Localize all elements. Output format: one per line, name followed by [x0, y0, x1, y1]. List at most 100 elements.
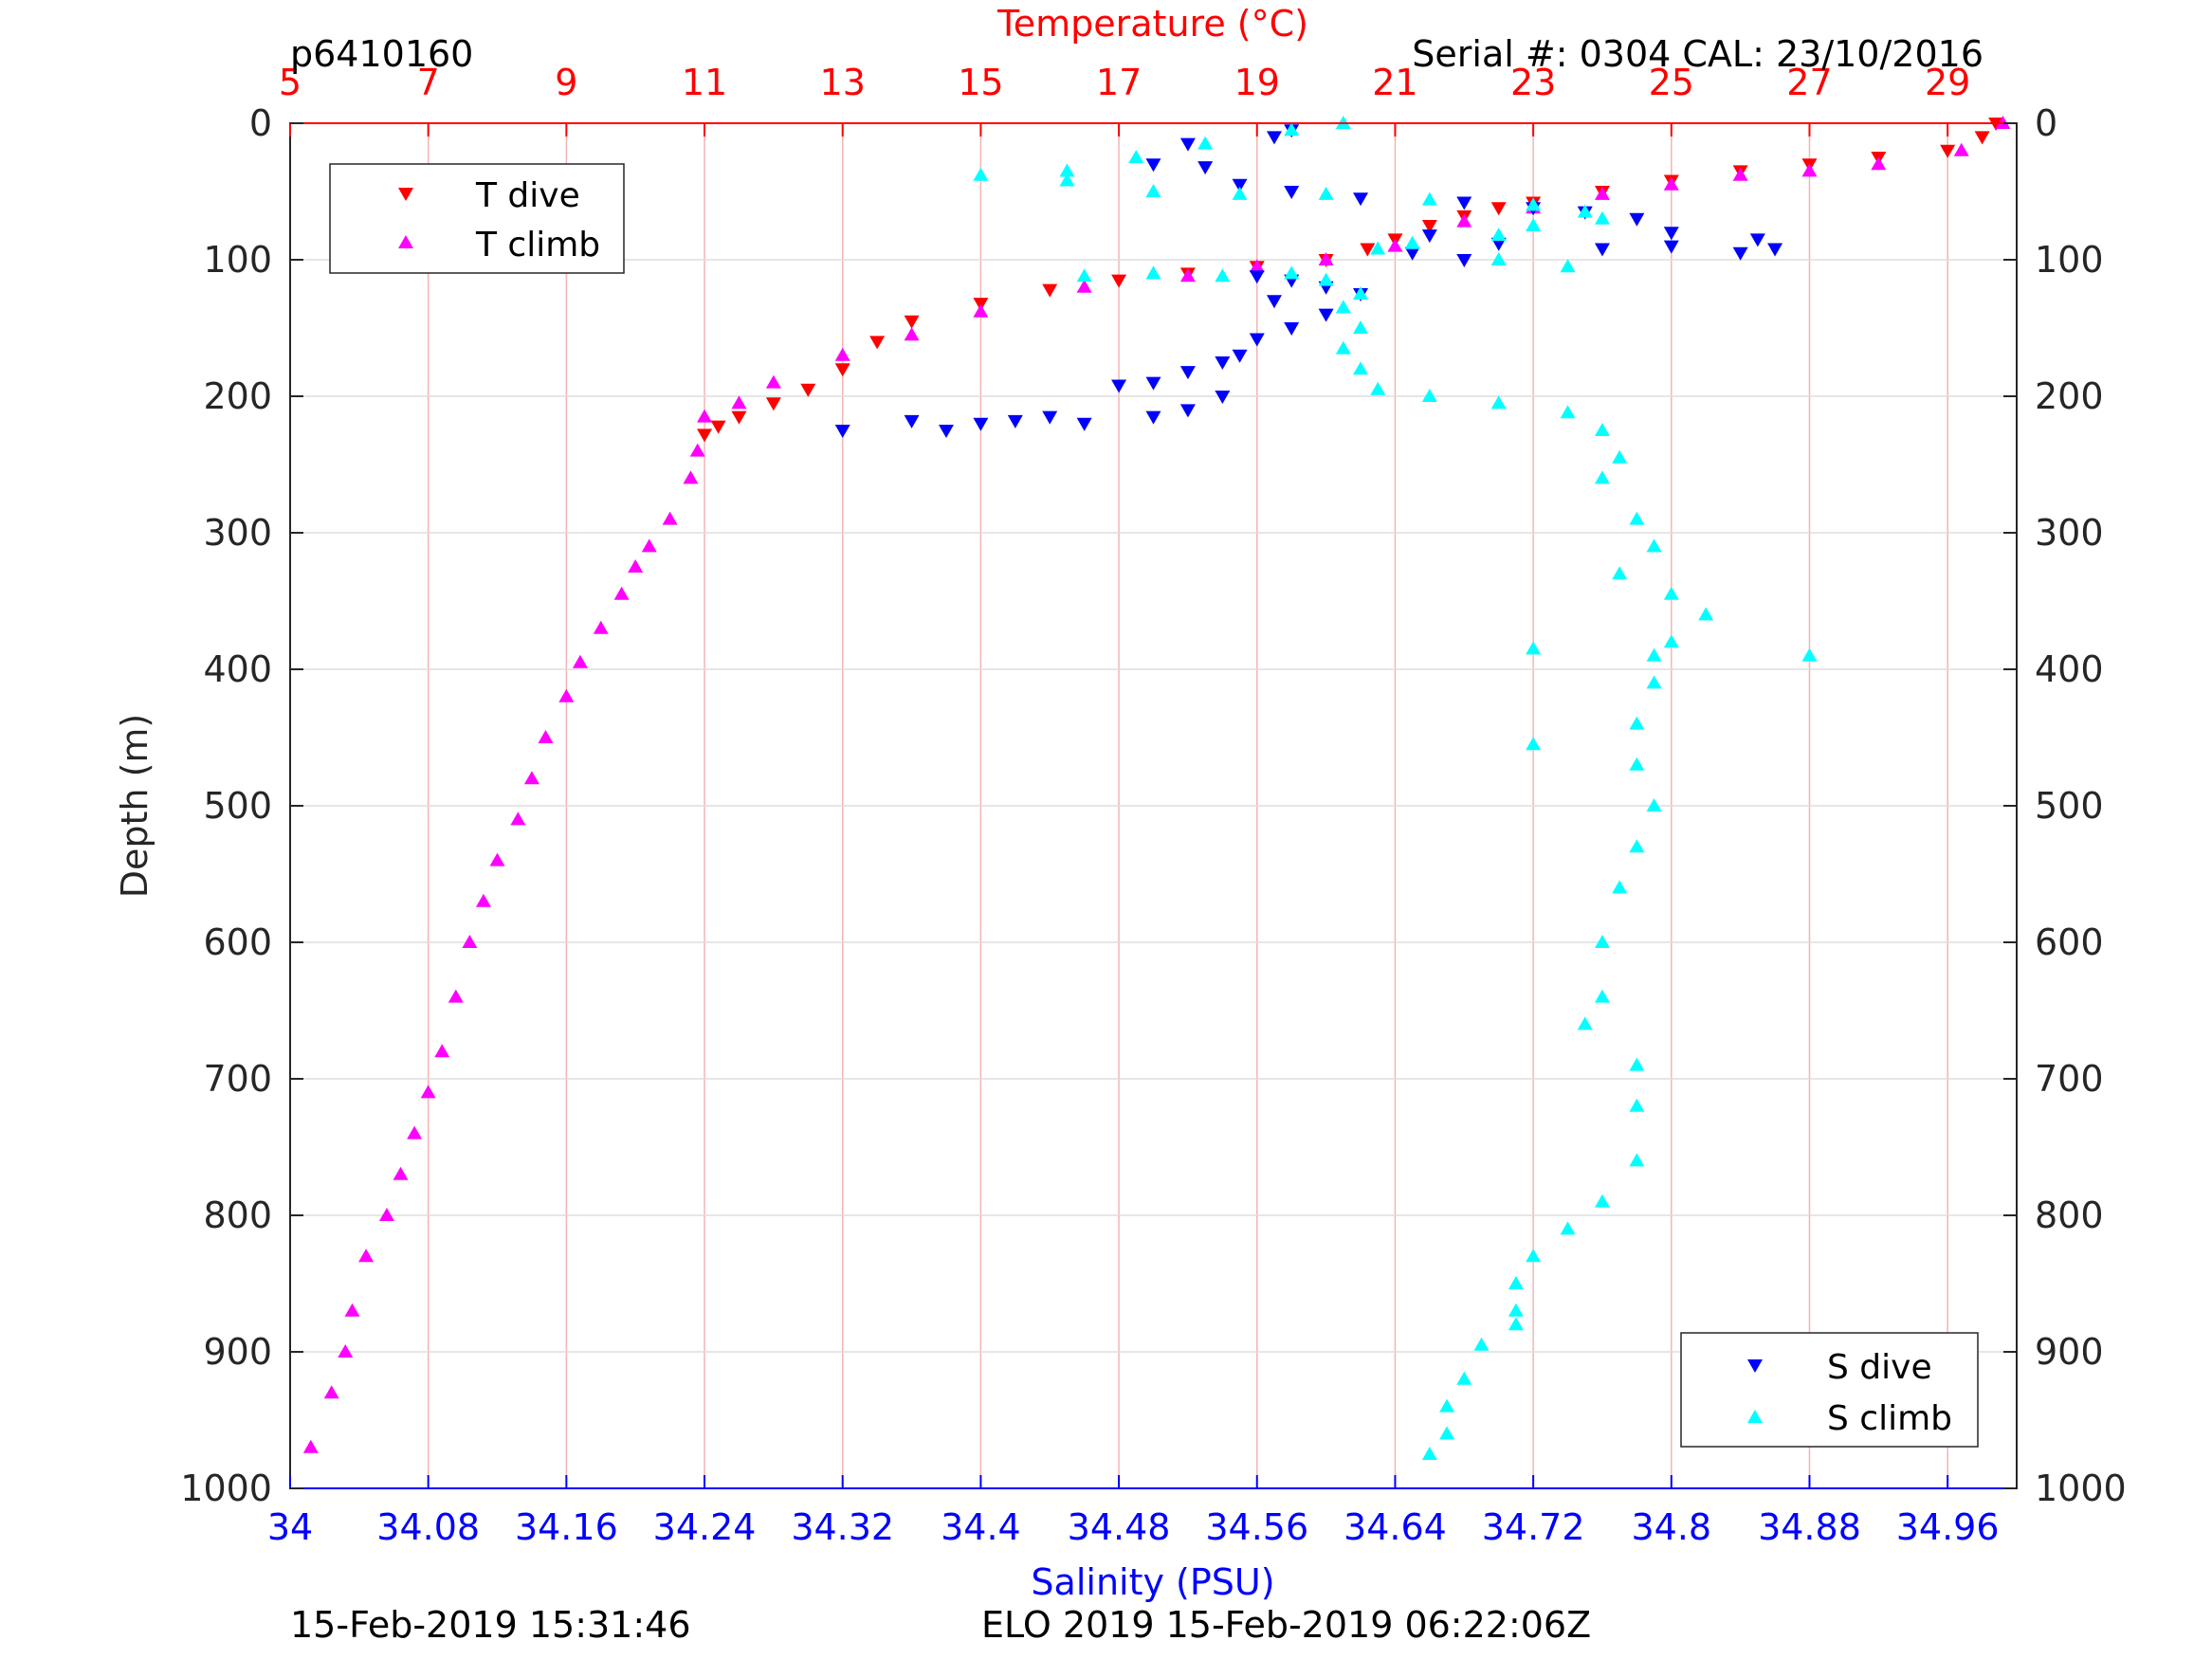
- data-point: [1594, 989, 1610, 1003]
- data-point: [1490, 252, 1507, 265]
- depth-tick-label-left: 700: [203, 1058, 272, 1100]
- data-point: [1490, 202, 1507, 216]
- salinity-tick-label: 34.64: [1344, 1506, 1447, 1548]
- data-point: [1594, 423, 1610, 436]
- data-point: [628, 559, 644, 573]
- data-point: [593, 620, 609, 634]
- data-point: [1335, 340, 1351, 355]
- temperature-tick-label: 17: [1096, 62, 1142, 103]
- data-point: [1646, 647, 1662, 662]
- data-point: [407, 1125, 423, 1139]
- data-point: [358, 1249, 375, 1263]
- data-point: [1042, 283, 1058, 298]
- temperature-tick-label: 9: [555, 62, 577, 103]
- temperature-tick-label: 11: [682, 62, 727, 103]
- data-point: [1360, 243, 1376, 257]
- data-point: [765, 397, 781, 411]
- data-point: [1353, 320, 1369, 334]
- data-point: [1215, 356, 1231, 370]
- data-point: [1577, 1016, 1593, 1030]
- data-point: [1076, 268, 1092, 283]
- depth-tick-label-right: 800: [2035, 1194, 2104, 1236]
- data-point: [1179, 366, 1196, 380]
- data-point: [1801, 163, 1818, 177]
- temperature-tick-label: 25: [1649, 62, 1694, 103]
- data-point: [1629, 212, 1645, 227]
- data-point: [1318, 308, 1334, 322]
- depth-tick-label-right: 1000: [2035, 1468, 2127, 1509]
- depth-tick-label-right: 500: [2035, 785, 2104, 827]
- salinity-tick-label: 34.96: [1896, 1506, 2000, 1548]
- data-marks: [302, 116, 2011, 1460]
- data-point: [1076, 417, 1092, 431]
- temperature-axis-label: Temperature (°C): [996, 3, 1308, 45]
- data-point: [1560, 405, 1576, 419]
- data-point: [1439, 1398, 1455, 1413]
- data-point: [1266, 131, 1282, 145]
- data-point: [1266, 295, 1282, 309]
- data-point: [1663, 227, 1679, 241]
- data-point: [462, 935, 478, 948]
- data-point: [800, 383, 816, 397]
- depth-tick-label-left: 800: [203, 1194, 272, 1236]
- data-point: [1490, 228, 1507, 242]
- data-point: [1594, 210, 1610, 225]
- data-point: [1128, 150, 1144, 163]
- data-point: [510, 811, 526, 826]
- data-point: [1439, 1426, 1455, 1440]
- data-point: [1953, 142, 1969, 156]
- data-point: [420, 1085, 436, 1099]
- data-point: [1335, 300, 1351, 314]
- data-point: [1111, 379, 1127, 393]
- salinity-tick-label: 34: [267, 1506, 313, 1548]
- data-point: [489, 852, 505, 866]
- data-point: [1490, 395, 1507, 410]
- salinity-tick-label: 34.56: [1205, 1506, 1308, 1548]
- data-point: [1732, 167, 1748, 181]
- data-point: [1526, 641, 1542, 655]
- data-point: [1318, 186, 1334, 200]
- legend-marker-s-climb: [1747, 1410, 1763, 1423]
- data-point: [1179, 404, 1196, 418]
- data-point: [1663, 240, 1679, 254]
- salinity-tick-label: 34.4: [941, 1506, 1021, 1548]
- data-point: [1284, 186, 1300, 199]
- depth-tick-label-left: 400: [203, 648, 272, 690]
- data-point: [1456, 254, 1472, 267]
- data-point: [1111, 274, 1127, 288]
- temperature-tick-label: 27: [1786, 62, 1832, 103]
- salinity-tick-label: 34.08: [376, 1506, 480, 1548]
- depth-axis-label: Depth (m): [114, 714, 155, 899]
- data-point: [1353, 192, 1369, 207]
- data-point: [1404, 235, 1420, 249]
- series-s-dive: [834, 124, 1783, 438]
- data-point: [1249, 259, 1265, 273]
- temperature-tick-label: 19: [1234, 62, 1280, 103]
- depth-tick-label-right: 600: [2035, 921, 2104, 963]
- data-point: [731, 395, 747, 410]
- data-point: [1197, 161, 1214, 175]
- legend-label-t-dive: T dive: [475, 176, 580, 215]
- data-point: [558, 688, 575, 702]
- data-point: [1421, 229, 1437, 244]
- data-point: [938, 425, 954, 438]
- data-point: [1629, 1153, 1645, 1167]
- data-point: [834, 425, 850, 438]
- data-point: [1871, 156, 1887, 171]
- data-point: [1698, 607, 1714, 621]
- serial-cal: Serial #: 0304 CAL: 23/10/2016: [1412, 33, 1983, 75]
- data-point: [1473, 1337, 1490, 1351]
- data-point: [697, 428, 713, 443]
- salinity-tick-label: 34.48: [1068, 1506, 1171, 1548]
- data-point: [1663, 634, 1679, 648]
- data-point: [1284, 322, 1300, 336]
- data-point: [434, 1044, 450, 1058]
- series-t-dive: [697, 118, 2004, 443]
- data-point: [1421, 1447, 1437, 1460]
- grid-lines: [289, 123, 2017, 1488]
- data-point: [904, 414, 920, 428]
- salinity-legend: S dive S climb: [1680, 1332, 1979, 1448]
- salinity-legend-box: [1680, 1332, 1979, 1448]
- data-point: [1508, 1303, 1524, 1317]
